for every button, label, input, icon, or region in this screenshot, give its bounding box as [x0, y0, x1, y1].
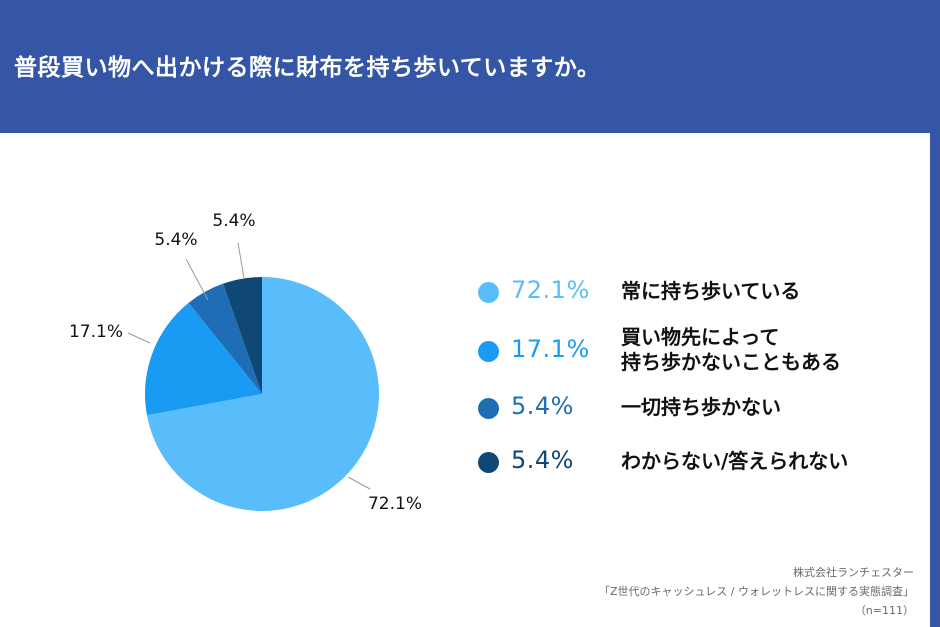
pie-slice-always-carry	[146, 277, 380, 511]
pie-slices	[145, 277, 380, 511]
legend-marker-icon	[478, 341, 499, 362]
legend-value: 17.1%	[511, 335, 590, 363]
legend-label: 常に持ち歩いている	[621, 279, 801, 303]
pie-value-label: 5.4%	[212, 211, 255, 231]
source-survey: 「Z世代のキャッシュレス / ウォレットレスに関する実態調査」	[598, 585, 914, 598]
source-sample-size: （n=111）	[854, 604, 914, 617]
legend-marker-icon	[478, 282, 499, 303]
legend-value: 5.4%	[511, 446, 574, 474]
pie-slice-never-carry	[188, 283, 262, 394]
pie-leader-lines	[127, 242, 371, 490]
pie-value-labels: 72.1% 17.1% 5.4% 5.4%	[69, 211, 422, 514]
source-company: 株式会社ランチェスター	[793, 566, 914, 579]
chart-panel: 72.1% 17.1% 5.4% 5.4% 72.1% 常に持ち歩いている 17.1%…	[0, 133, 930, 627]
legend-value: 5.4%	[511, 392, 574, 420]
leader-line	[127, 332, 151, 344]
legend-label: 一切持ち歩かない	[621, 395, 781, 419]
legend-label: 買い物先によって 持ち歩かないこともある	[621, 325, 841, 374]
legend-value: 72.1%	[511, 276, 590, 304]
pie-value-label: 17.1%	[69, 322, 123, 342]
pie-value-label: 72.1%	[368, 494, 422, 514]
pie-value-label: 5.4%	[154, 230, 197, 250]
legend-item-dont-know: 5.4% わからない/答えられない	[478, 441, 918, 497]
pie-slice-dont-know	[223, 277, 262, 394]
legend-item-always-carry: 72.1% 常に持ち歩いている	[478, 271, 918, 327]
legend-label: わからない/答えられない	[621, 449, 849, 473]
legend-item-never-carry: 5.4% 一切持ち歩かない	[478, 387, 918, 443]
legend-item-depends-on-store: 17.1% 買い物先によって 持ち歩かないこともある	[478, 325, 918, 383]
chart-title: 普段買い物へ出かける際に財布を持ち歩いていますか。	[14, 55, 601, 81]
leader-line	[237, 242, 245, 279]
pie-slice-depends-on-store	[145, 302, 262, 416]
pie-chart: 72.1% 17.1% 5.4% 5.4%	[69, 211, 422, 514]
leader-line	[185, 258, 209, 301]
legend-marker-icon	[478, 398, 499, 419]
legend-marker-icon	[478, 452, 499, 473]
leader-line	[347, 476, 371, 490]
source-note: 株式会社ランチェスター 「Z世代のキャッシュレス / ウォレットレスに関する実態…	[599, 563, 914, 620]
